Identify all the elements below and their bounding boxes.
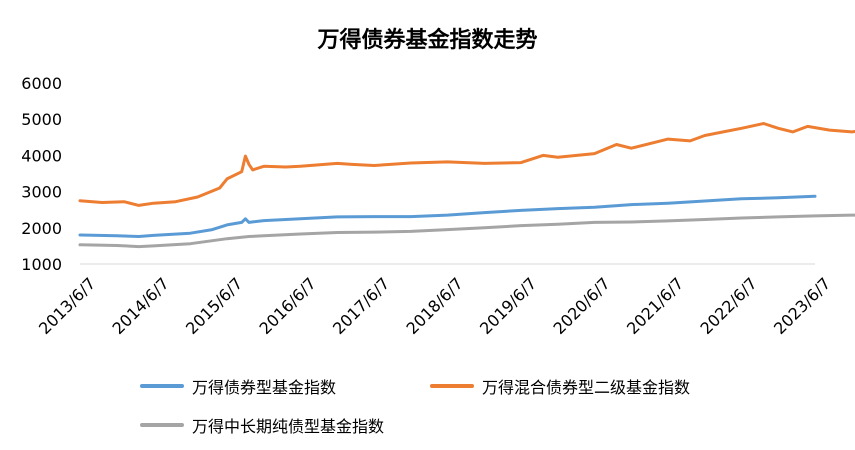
y-axis: 1000 2000 3000 4000 5000 6000 — [21, 74, 62, 274]
x-tick-label: 2019/6/7 — [476, 274, 540, 338]
series-line-1 — [78, 122, 855, 207]
x-tick-label: 2013/6/7 — [35, 274, 99, 338]
x-tick-label: 2022/6/7 — [697, 274, 761, 338]
legend-item-pure-bond-index: 万得中长期纯债型基金指数 — [140, 413, 384, 437]
legend-label: 万得混合债券型二级基金指数 — [482, 378, 691, 397]
x-tick-label: 2018/6/7 — [403, 274, 467, 338]
y-tick-label: 6000 — [21, 74, 62, 93]
legend-swatch — [140, 423, 184, 427]
y-tick-label: 4000 — [21, 146, 62, 165]
legend-item-hybrid-bond-index: 万得混合债券型二级基金指数 — [430, 374, 690, 398]
legend-label: 万得债券型基金指数 — [192, 378, 337, 397]
x-tick-label: 2021/6/7 — [623, 274, 687, 338]
y-tick-label: 1000 — [21, 255, 62, 274]
x-tick-label: 2017/6/7 — [329, 274, 393, 338]
x-axis: 2013/6/7 2014/6/7 2015/6/7 2016/6/7 2017/6/7… — [35, 263, 834, 338]
chart-title: 万得债券基金指数走势 — [317, 28, 538, 53]
y-tick-label: 2000 — [21, 219, 62, 238]
series-line-0 — [78, 194, 817, 238]
x-tick-label: 2016/6/7 — [256, 274, 320, 338]
x-tick-label: 2015/6/7 — [182, 274, 246, 338]
x-tick-label: 2020/6/7 — [550, 274, 614, 338]
legend-label: 万得中长期纯债型基金指数 — [192, 417, 385, 436]
y-tick-label: 5000 — [21, 110, 62, 129]
series-line-2 — [78, 213, 855, 249]
legend-swatch — [430, 384, 474, 388]
x-tick-label: 2023/6/7 — [770, 274, 834, 338]
legend-item-bond-fund-index: 万得债券型基金指数 — [140, 374, 336, 398]
y-tick-label: 3000 — [21, 183, 62, 202]
series-lines — [78, 122, 855, 249]
x-tick-label: 2014/6/7 — [109, 274, 173, 338]
legend-swatch — [140, 384, 184, 388]
